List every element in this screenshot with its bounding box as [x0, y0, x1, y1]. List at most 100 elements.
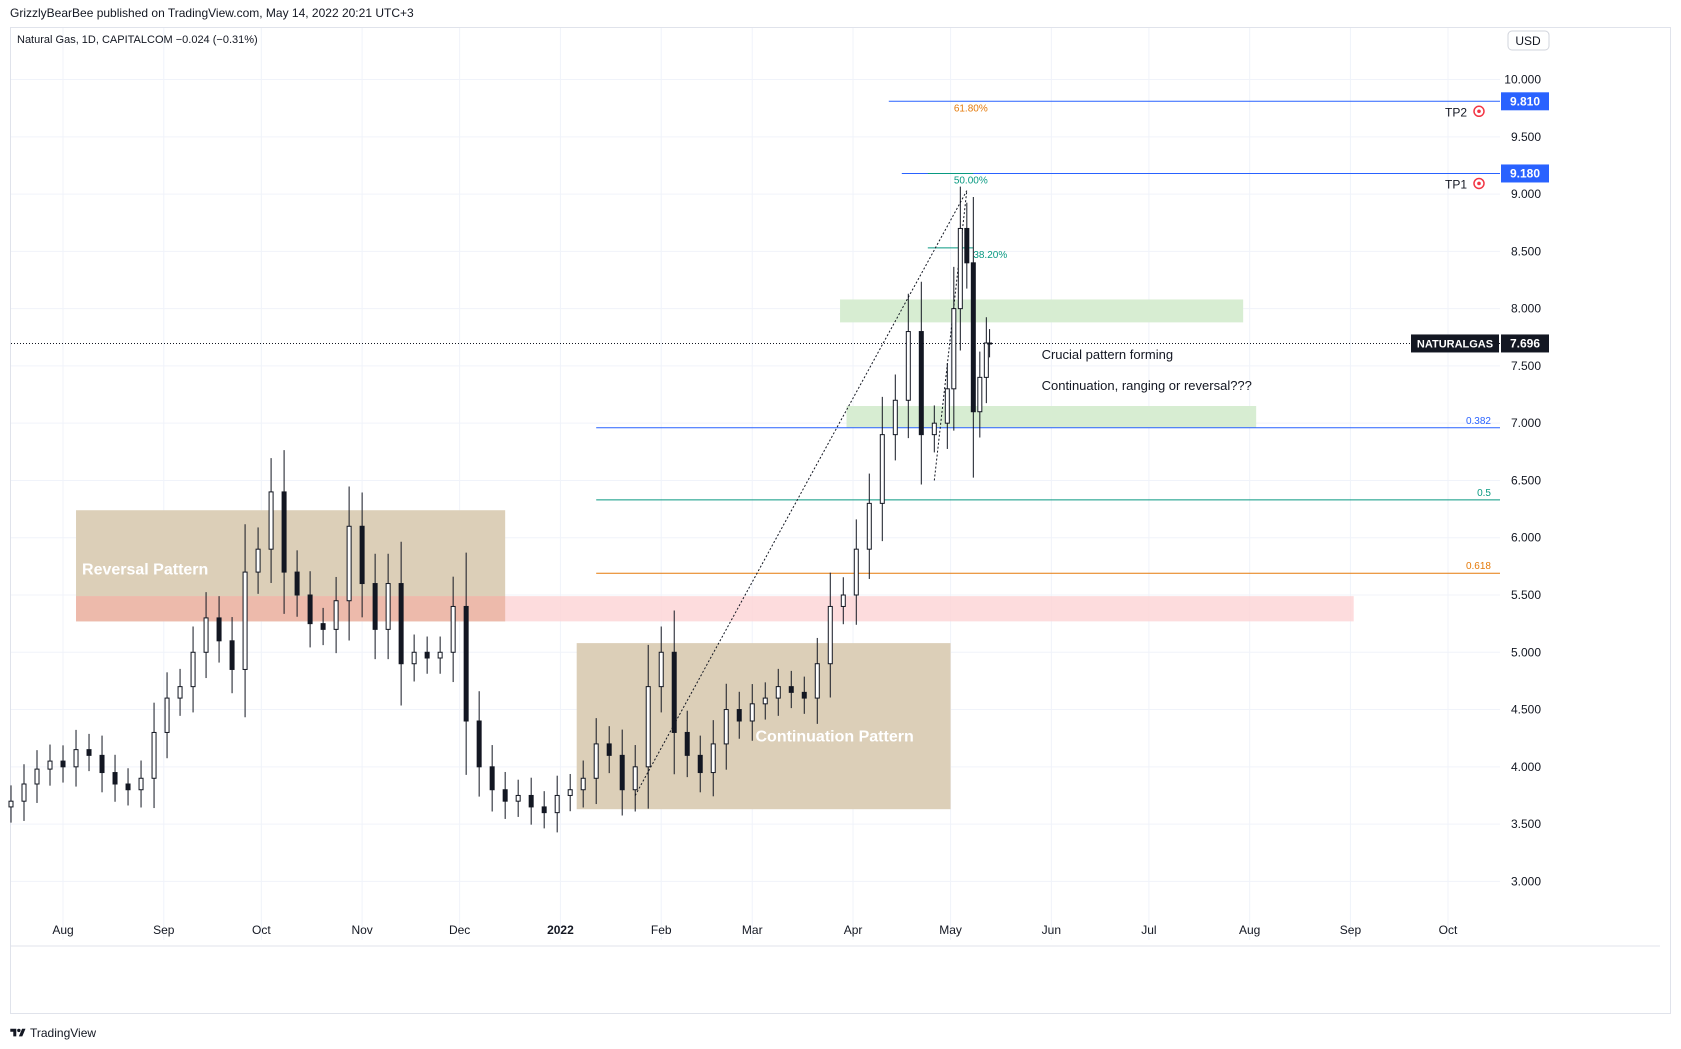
y-tick-label: 8.000: [1511, 302, 1541, 316]
trend-line: [933, 190, 968, 481]
target-badge-label: 9.810: [1510, 94, 1540, 108]
candle: [723, 683, 729, 770]
candle-body: [671, 651, 677, 733]
x-tick-label: Oct: [252, 923, 271, 937]
x-tick-label: Sep: [153, 923, 175, 937]
candle-body: [333, 600, 339, 630]
candle-body: [987, 342, 993, 345]
candle-body: [749, 703, 755, 722]
candle: [827, 572, 833, 698]
candle: [86, 733, 92, 772]
candle-body: [60, 760, 66, 768]
candle: [964, 202, 970, 289]
zones: [76, 299, 1354, 810]
candle: [983, 317, 989, 404]
tradingview-logo-icon[interactable]: [10, 1027, 26, 1039]
candle: [203, 592, 209, 679]
candle-body: [957, 227, 963, 310]
candle-body: [645, 686, 651, 768]
candle-body: [762, 697, 768, 705]
trend-line: [634, 190, 968, 796]
candle: [515, 779, 521, 817]
candle: [528, 777, 534, 825]
fib-retracement-label: 0.382: [1466, 416, 1491, 427]
candle-body: [138, 777, 144, 791]
candle-body: [255, 548, 261, 573]
y-tick-label: 6.000: [1511, 531, 1541, 545]
candle-body: [86, 749, 92, 756]
x-tick-label: Oct: [1439, 923, 1458, 937]
candle: [242, 524, 248, 718]
candle-body: [229, 640, 235, 670]
candle-body: [736, 709, 742, 722]
reversal-overlap-zone: [76, 596, 506, 622]
tp1-tag: TP1: [1445, 177, 1467, 191]
y-tick-label: 4.500: [1511, 703, 1541, 717]
y-tick-label: 9.500: [1511, 130, 1541, 144]
candle: [372, 553, 378, 660]
x-tick-label: May: [939, 923, 962, 937]
candle: [987, 329, 993, 358]
horizontal-levels: [11, 100, 1500, 574]
target-icon-center: [1477, 109, 1481, 114]
x-tick-label: Feb: [651, 923, 672, 937]
symbol-badge-label: NATURALGAS: [1417, 338, 1493, 350]
candle-body: [710, 743, 716, 774]
candle-body: [164, 697, 170, 733]
candle-body: [697, 754, 703, 774]
candle-body: [151, 731, 157, 779]
footer-brand[interactable]: TradingView: [30, 1026, 97, 1040]
reversal-pattern-label: Reversal Pattern: [82, 561, 208, 578]
candle-body: [970, 262, 976, 413]
candles: [8, 186, 993, 833]
candle-body: [398, 583, 404, 665]
candle-body: [450, 605, 456, 653]
candle: [112, 754, 118, 802]
candle-body: [814, 663, 820, 699]
y-tick-label: 10.000: [1504, 73, 1541, 87]
candle-body: [294, 571, 300, 596]
candle: [645, 644, 651, 809]
candle: [489, 745, 495, 812]
candle-body: [658, 651, 664, 688]
target-badge-box: [1501, 164, 1549, 183]
candle: [580, 760, 586, 808]
crucial-pattern-note: Crucial pattern forming: [1042, 347, 1174, 362]
candle: [944, 363, 950, 449]
y-tick-label: 7.000: [1511, 416, 1541, 430]
candle: [606, 726, 612, 774]
candle: [333, 576, 339, 654]
x-tick-label: Aug: [52, 923, 73, 937]
candle-body: [892, 399, 898, 436]
candle: [951, 266, 957, 431]
target-icon: [1473, 105, 1485, 118]
candle-body: [99, 754, 105, 774]
candle: [814, 637, 820, 724]
candle-body: [632, 766, 638, 791]
candle: [385, 553, 391, 660]
upper-green-zone-zone: [840, 299, 1244, 323]
x-tick-label: Apr: [844, 923, 863, 937]
candle-body: [268, 491, 274, 550]
candle-body: [905, 331, 911, 401]
tp1-price-badge: 9.180: [1501, 164, 1549, 183]
candle: [307, 571, 313, 648]
candle-body: [541, 806, 547, 814]
candle-body: [788, 686, 794, 693]
scenario-question: Continuation, ranging or reversal???: [1042, 378, 1252, 393]
candle-body: [827, 605, 833, 665]
x-tick-label: Mar: [742, 923, 763, 937]
chart-frame[interactable]: [10, 27, 1671, 1014]
candle-body: [346, 525, 352, 602]
candle: [125, 768, 131, 806]
candle: [359, 492, 365, 618]
candle-body: [951, 308, 957, 390]
y-tick-label: 4.000: [1511, 760, 1541, 774]
x-tick-label: Jun: [1042, 923, 1061, 937]
candle: [762, 682, 768, 720]
candle-body: [853, 548, 859, 596]
candle: [619, 729, 625, 816]
y-tick-label: 5.500: [1511, 588, 1541, 602]
publish-header: GrizzlyBearBee published on TradingView.…: [10, 6, 414, 20]
